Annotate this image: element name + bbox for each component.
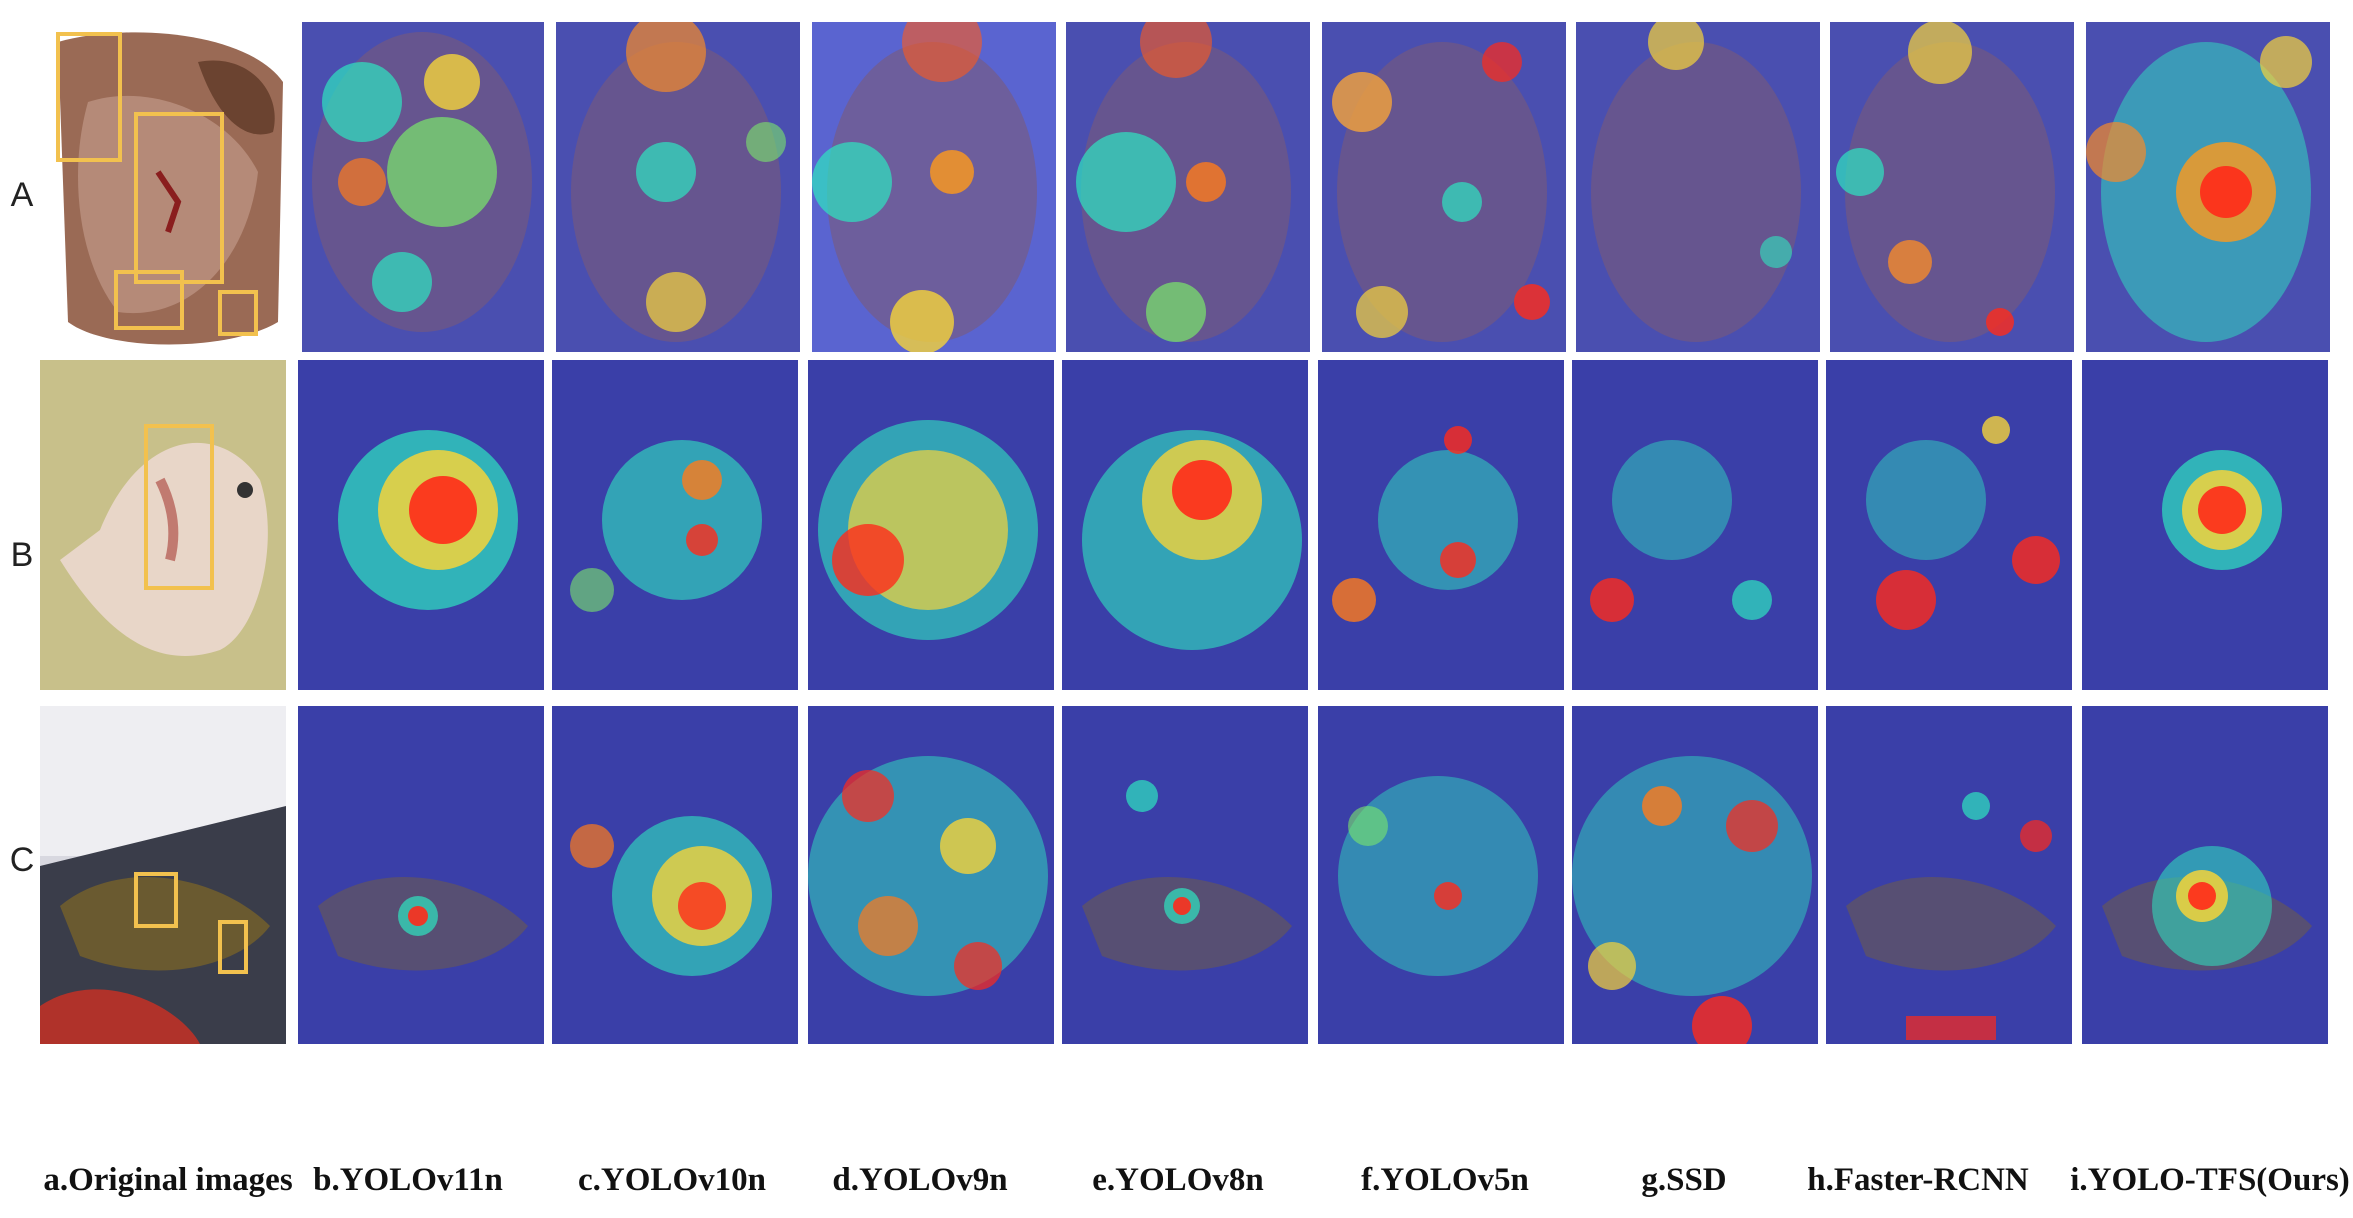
image-a-original <box>48 22 288 352</box>
caption-original-images: a.Original images <box>43 1162 293 1198</box>
heatmap-c-yolov9n <box>808 706 1054 1044</box>
caption-faster-rcnn: h.Faster-RCNN <box>1807 1162 2029 1198</box>
row-label-b: B <box>10 536 34 574</box>
heatmap-a-faster-rcnn <box>1830 22 2074 352</box>
heatmap-b-yolov5n <box>1318 360 1564 690</box>
heatmap-c-yolov5n <box>1318 706 1564 1044</box>
heatmap-a-yolov8n <box>1066 22 1310 352</box>
image-b-original <box>40 360 286 690</box>
heatmap-c-faster-rcnn <box>1826 706 2072 1044</box>
heatmap-c-yolo-tfs <box>2082 706 2328 1044</box>
image-c-original <box>40 706 286 1044</box>
caption-yolo-tfs: i.YOLO-TFS(Ours) <box>2070 1162 2350 1198</box>
heatmap-c-yolov8n <box>1062 706 1308 1044</box>
heatmap-b-ssd <box>1572 360 1818 690</box>
heatmap-b-faster-rcnn <box>1826 360 2072 690</box>
caption-yolov11n: b.YOLOv11n <box>313 1162 503 1198</box>
heatmap-a-yolov10n <box>556 22 800 352</box>
heatmap-c-ssd <box>1572 706 1818 1044</box>
heatmap-b-yolov11n <box>298 360 544 690</box>
caption-yolov10n: c.YOLOv10n <box>578 1162 766 1198</box>
heatmap-b-yolo-tfs <box>2082 360 2328 690</box>
caption-yolov9n: d.YOLOv9n <box>832 1162 1008 1198</box>
caption-ssd: g.SSD <box>1641 1162 1727 1198</box>
heatmap-b-yolov10n <box>552 360 798 690</box>
row-label-a: A <box>10 176 34 214</box>
heatmap-a-yolo-tfs <box>2086 22 2330 352</box>
caption-yolov5n: f.YOLOv5n <box>1361 1162 1529 1198</box>
heatmap-b-yolov8n <box>1062 360 1308 690</box>
heatmap-b-yolov9n <box>808 360 1054 690</box>
heatmap-a-yolov11n <box>302 22 544 352</box>
heatmap-a-yolov9n <box>812 22 1056 352</box>
caption-yolov8n: e.YOLOv8n <box>1092 1162 1264 1198</box>
heatmap-c-yolov10n <box>552 706 798 1044</box>
heatmap-a-ssd <box>1576 22 1820 352</box>
heatmap-a-yolov5n <box>1322 22 1566 352</box>
heatmap-c-yolov11n <box>298 706 544 1044</box>
row-label-c: C <box>9 841 35 879</box>
